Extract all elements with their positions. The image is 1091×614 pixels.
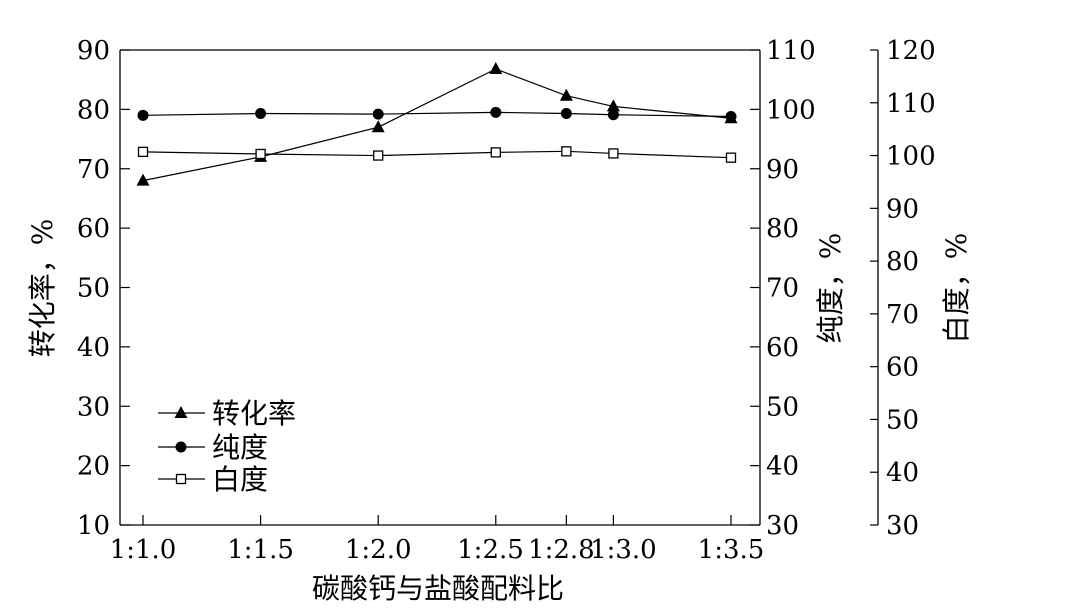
data-point-triangle: [371, 120, 385, 133]
data-point-square: [137, 146, 149, 158]
right2-tick-label: 30: [886, 511, 919, 541]
axes: [119, 49, 879, 526]
legend-label: 转化率: [212, 397, 296, 430]
left-tick-label: 50: [77, 274, 110, 304]
right1-tick-label: 70: [766, 274, 799, 304]
x-axis-title: 碳酸钙与盐酸配料比: [312, 572, 564, 605]
right2-tick-label: 120: [886, 36, 936, 66]
data-point-square: [490, 147, 501, 158]
left-tick-label: 30: [77, 392, 110, 422]
series-line: [142, 150, 732, 159]
data-point-circle: [137, 109, 149, 121]
data-point-circle: [255, 108, 267, 120]
data-point-square: [373, 150, 384, 161]
data-point-triangle: [174, 406, 188, 418]
x-tick-label: 1:2.8: [528, 535, 595, 565]
legend-label: 纯度: [212, 431, 268, 464]
data-point-circle: [725, 111, 737, 122]
right1-axis-title: 纯度，%: [814, 233, 847, 344]
right1-tick-label: 50: [766, 392, 799, 422]
data-point-square: [608, 148, 619, 159]
left-tick-label: 90: [77, 36, 110, 66]
x-tick-label: 1:1.5: [227, 535, 294, 565]
x-tick-label: 1:2.0: [345, 535, 412, 565]
left-tick-label: 60: [77, 214, 110, 244]
data-point-triangle: [136, 173, 150, 186]
data-point-triangle: [606, 99, 620, 112]
axis-titles: 碳酸钙与盐酸配料比 转化率，% 纯度，% 白度，%: [26, 219, 973, 605]
data-point-circle: [490, 106, 502, 118]
left-axis-title: 转化率，%: [26, 219, 59, 358]
series-line: [142, 68, 732, 182]
right1-tick-label: 90: [766, 155, 799, 185]
right2-tick-label: 100: [886, 142, 936, 172]
right2-tick-label: 40: [886, 458, 919, 488]
series-line: [142, 111, 732, 118]
data-point-circle: [372, 108, 384, 120]
data-point-circle: [560, 108, 572, 120]
right2-tick-label: 70: [886, 300, 919, 330]
data-point-square: [255, 148, 266, 160]
x-tick-label: 1:2.5: [457, 535, 524, 565]
left-tick-label: 10: [77, 511, 110, 541]
left-tick-label: 70: [77, 155, 110, 185]
series-转化率: [136, 62, 738, 186]
right1-tick-label: 80: [766, 214, 799, 244]
right2-tick-label: 60: [886, 353, 919, 383]
legend-label: 白度: [212, 463, 268, 496]
x-tick-label: 1:3.5: [698, 535, 765, 565]
right2-tick-label: 80: [886, 247, 919, 277]
left-tick-label: 40: [77, 333, 110, 363]
data-point-triangle: [559, 88, 573, 101]
right1-tick-label: 30: [766, 511, 799, 541]
data-point-square: [725, 152, 737, 163]
data-point-circle: [607, 109, 619, 121]
right2-tick-label: 90: [886, 194, 919, 224]
right2-axis-title: 白度，%: [940, 233, 973, 344]
left-tick-label: 20: [77, 452, 110, 482]
left-tick-label: 80: [77, 95, 110, 125]
tick-labels: 10 20 30 40 50 60 70 80 90 30 40 50 60 70 80 90 100 110 30…: [77, 36, 936, 565]
right1-tick-label: 40: [766, 452, 799, 482]
data-point-square: [175, 473, 187, 485]
data-point-circle: [175, 441, 187, 453]
right2-tick-label: 110: [886, 89, 936, 119]
x-tick-label: 1:3.0: [590, 535, 657, 565]
right1-tick-label: 110: [766, 36, 816, 66]
right1-tick-label: 100: [766, 95, 816, 125]
right2-tick-label: 50: [886, 405, 919, 435]
data-point-triangle: [489, 62, 503, 74]
series: [136, 62, 738, 186]
series-白度: [137, 146, 737, 163]
series-纯度: [137, 106, 737, 122]
data-point-square: [561, 146, 572, 157]
x-tick-label: 1:1.0: [110, 535, 177, 565]
right1-tick-label: 60: [766, 333, 799, 363]
